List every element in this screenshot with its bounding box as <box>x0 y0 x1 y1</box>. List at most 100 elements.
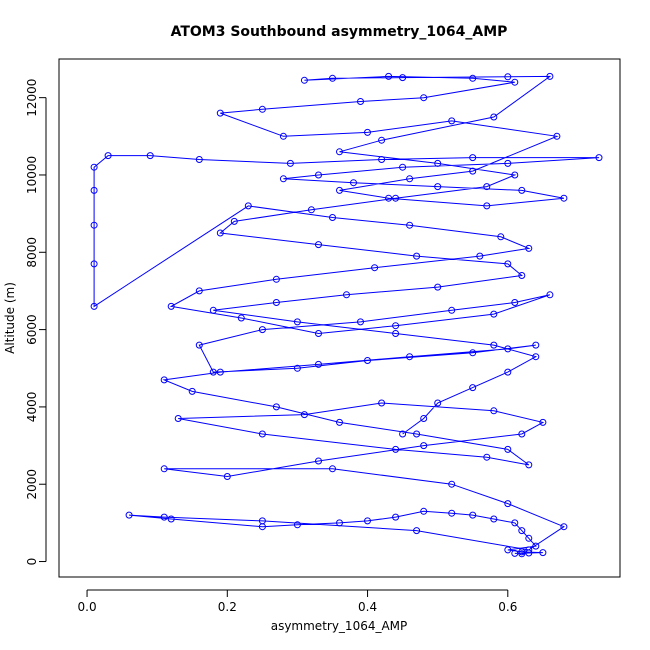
data-point <box>286 159 294 167</box>
data-point <box>469 384 477 392</box>
data-point <box>518 430 526 438</box>
x-tick-label: 0.0 <box>78 600 97 614</box>
y-tick-label: 2000 <box>25 469 39 500</box>
data-point <box>315 330 322 337</box>
data-point <box>315 171 322 179</box>
data-point <box>504 73 512 81</box>
y-tick-label: 4000 <box>25 392 39 423</box>
data-point <box>560 523 568 531</box>
data-point <box>504 445 512 453</box>
data-point <box>195 341 203 349</box>
data-point <box>223 473 231 480</box>
data-point <box>90 186 98 194</box>
data-point <box>595 154 603 162</box>
data-point <box>167 515 175 523</box>
data-point <box>434 159 442 167</box>
data-point <box>272 299 280 306</box>
data-point <box>258 326 266 334</box>
data-point <box>406 221 414 229</box>
data-point <box>532 353 540 361</box>
data-point <box>160 465 168 473</box>
data-point <box>406 353 414 361</box>
data-point <box>504 159 512 167</box>
data-point <box>364 128 371 136</box>
data-point <box>90 221 98 229</box>
data-point <box>258 105 266 113</box>
data-point <box>315 241 322 249</box>
x-tick-label: 0.4 <box>358 600 377 614</box>
data-point <box>329 74 336 82</box>
data-point <box>385 72 393 80</box>
plot-frame <box>58 58 621 578</box>
data-point <box>385 194 393 202</box>
data-point <box>490 310 498 318</box>
y-tick-label: 12000 <box>25 79 39 117</box>
data-point <box>315 457 322 465</box>
data-point <box>307 206 315 214</box>
data-point <box>300 76 308 84</box>
data-point <box>90 302 98 310</box>
data-point <box>399 163 407 171</box>
data-point <box>525 549 533 557</box>
data-point <box>560 194 568 202</box>
data-point <box>434 183 442 191</box>
data-point <box>258 517 266 525</box>
data-point <box>258 430 266 438</box>
data-point <box>392 194 400 202</box>
data-point <box>483 183 491 191</box>
data-point <box>469 74 477 82</box>
data-point <box>504 500 512 508</box>
data-point <box>237 314 245 322</box>
data-point <box>490 515 498 523</box>
data-point <box>406 175 414 183</box>
data-point <box>399 74 407 82</box>
data-point <box>413 527 421 535</box>
data-point <box>490 407 498 415</box>
data-point <box>174 415 182 422</box>
data-point <box>364 517 371 525</box>
data-point <box>315 360 322 368</box>
data-point <box>525 244 533 252</box>
data-point <box>392 513 400 521</box>
x-tick-label: 0.2 <box>218 600 237 614</box>
data-point <box>504 546 512 554</box>
data-point <box>469 349 477 357</box>
data-point <box>413 252 421 260</box>
data-point <box>399 430 407 438</box>
data-point <box>160 376 168 384</box>
data-point <box>125 511 133 519</box>
data-point <box>336 418 343 426</box>
data-point <box>188 387 196 395</box>
data-point <box>378 156 386 163</box>
data-point <box>448 509 456 517</box>
data-point <box>357 318 364 326</box>
data-point <box>413 430 421 438</box>
data-point <box>244 202 252 210</box>
data-point <box>216 109 224 117</box>
data-point <box>104 152 112 160</box>
data-point <box>546 72 554 80</box>
data-point <box>448 117 456 125</box>
data-point <box>90 163 98 171</box>
data-point <box>293 364 301 372</box>
y-tick-label: 10000 <box>25 156 39 194</box>
data-point <box>329 214 336 221</box>
data-point <box>160 513 168 521</box>
series-layer <box>90 72 603 558</box>
data-point <box>525 546 533 554</box>
data-point <box>434 399 442 407</box>
data-point <box>546 291 554 299</box>
data-point <box>532 341 540 349</box>
x-axis-label: asymmetry_1064_AMP <box>271 619 408 633</box>
data-point <box>420 94 428 102</box>
data-point <box>336 519 343 527</box>
x-axis: 0.0 0.2 0.4 0.6 <box>78 589 517 614</box>
y-tick-label: 8000 <box>25 237 39 268</box>
data-point <box>469 511 477 519</box>
y-tick-label: 6000 <box>25 314 39 345</box>
data-point <box>343 291 350 299</box>
data-point <box>448 480 456 488</box>
data-point <box>518 550 526 558</box>
data-point <box>378 399 386 407</box>
data-point <box>216 368 224 376</box>
